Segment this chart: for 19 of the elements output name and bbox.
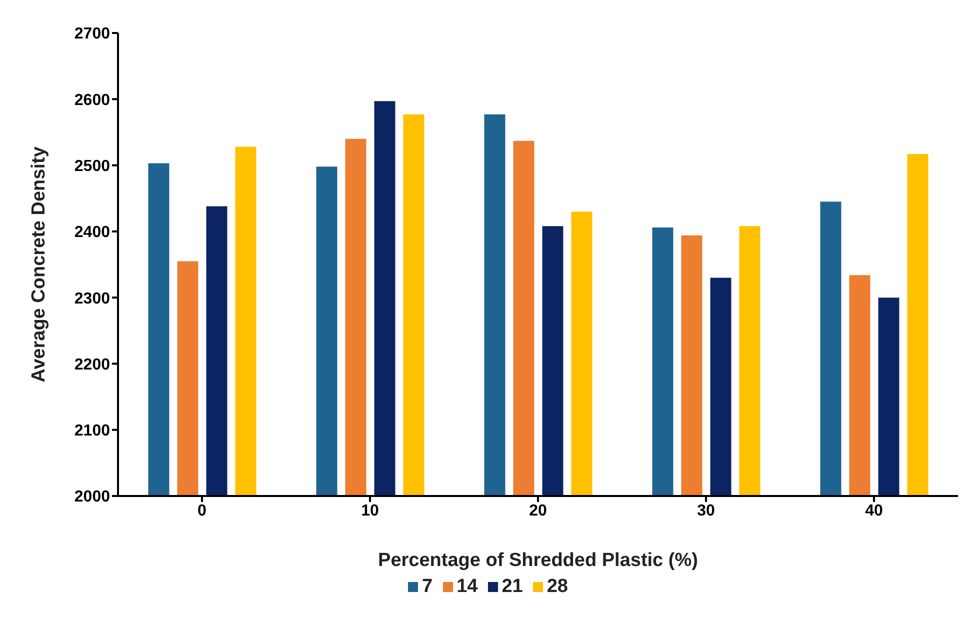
legend-label: 28 [546,576,568,597]
y-tick-label: 2100 [74,422,110,440]
x-tick-label: 40 [865,502,883,520]
x-tick-label: 10 [361,502,379,520]
legend-label: 7 [422,576,433,597]
legend-label: 21 [502,576,523,597]
y-tick-label: 2400 [74,224,110,242]
x-tick-label: 30 [697,502,715,520]
x-tick-label: 0 [198,502,207,520]
y-tick-label: 2600 [74,92,110,109]
x-axis-title: Percentage of Shredded Plastic (%) [378,550,698,571]
y-axis-title: Average Concrete Density [28,146,50,382]
y-tick-label: 2500 [74,158,110,175]
y-tick-label: 2000 [74,488,110,506]
y-tick-label: 2300 [74,290,110,308]
y-tick-label: 2700 [74,26,110,43]
x-tick-label: 20 [529,502,547,520]
legend-label: 14 [456,576,478,597]
y-tick-label: 2200 [74,356,110,374]
